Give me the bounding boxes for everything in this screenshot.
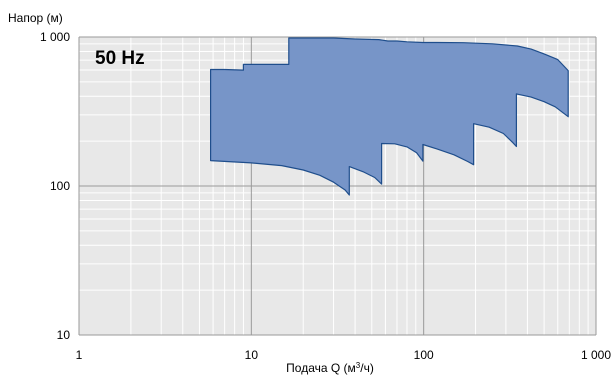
y-axis-title: Напор (м) (8, 11, 63, 25)
x-axis-title: Подача Q (м3/ч) (286, 361, 374, 375)
y-tick-label: 1 000 (40, 30, 70, 44)
x-axis-title-tail: /ч) (360, 361, 374, 375)
frequency-badge: 50 Hz (95, 48, 145, 69)
x-axis-title-main: Подача Q (м (286, 361, 356, 375)
x-tick-label: 1 (76, 348, 83, 362)
y-tick-label: 100 (50, 179, 70, 193)
x-tick-label: 10 (245, 348, 259, 362)
y-tick-label: 10 (57, 328, 71, 342)
performance-envelope (210, 37, 569, 196)
x-tick-label: 1 000 (581, 348, 611, 362)
x-tick-label: 100 (414, 348, 434, 362)
x-axis-title-sup: 3 (356, 361, 361, 370)
